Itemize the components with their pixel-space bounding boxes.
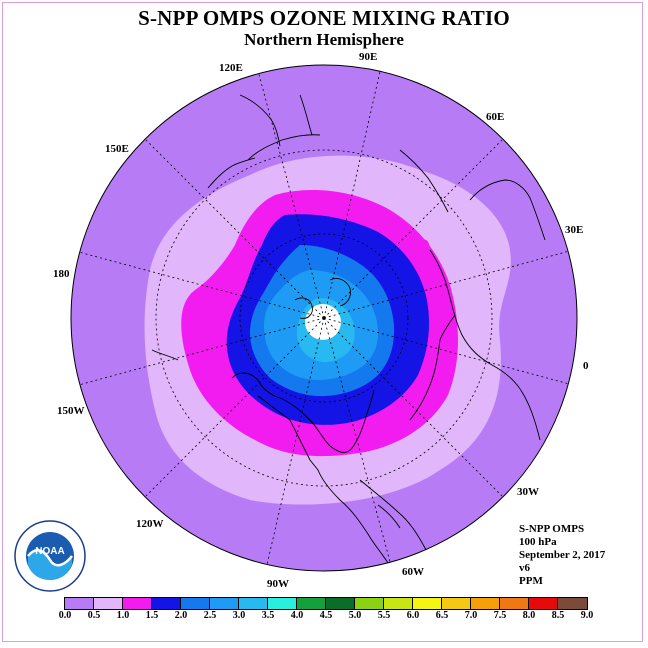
colorbar-tick-label: 9.0 [580,610,594,621]
colorbar-swatch [384,598,413,609]
lon-label-30w: 30W [517,486,539,498]
figure-frame [2,2,643,642]
product-info: S-NPP OMPS 100 hPa September 2, 2017 v6 … [519,523,605,588]
colorbar-tick-label: 3.0 [232,610,246,621]
lon-label-60w: 60W [402,566,424,578]
logo-text: NOAA [35,546,64,557]
colorbar-tick-label: 4.0 [290,610,304,621]
lon-label-60e: 60E [486,111,505,123]
colorbar-tick-label: 6.5 [435,610,449,621]
colorbar-swatch [471,598,500,609]
colorbar-tick-label: 3.5 [261,610,275,621]
colorbar-tick-label: 6.0 [406,610,420,621]
graticule [74,66,574,570]
map-subtitle: Northern Hemisphere [244,30,404,49]
coastlines [151,94,546,571]
colorbar-tick-label: 4.5 [319,610,333,621]
colorbar [64,597,588,610]
lon-label-90e: 90E [359,51,378,63]
colorbar-swatch [65,598,94,609]
map-boundary [70,64,578,572]
lon-label-0: 0 [583,360,589,372]
colorbar-swatch [123,598,152,609]
contour-2-0-island [350,400,368,416]
colorbar-swatch [152,598,181,609]
colorbar-tick-label: 2.5 [203,610,217,621]
colorbar-tick-label: 2.0 [174,610,188,621]
lon-label-150w: 150W [57,405,85,417]
lon-label-120w: 120W [136,518,164,530]
colorbar-tick-label: 5.0 [348,610,362,621]
colorbar-swatch [268,598,297,609]
colorbar-swatch [529,598,558,609]
lon-label-90w: 90W [267,578,289,590]
lon-label-150e: 150E [105,143,129,155]
colorbar-tick-label: 8.0 [522,610,536,621]
colorbar-swatch [239,598,268,609]
colorbar-swatch [442,598,471,609]
colorbar-swatch [413,598,442,609]
map-title: S-NPP OMPS OZONE MIXING RATIO [138,6,510,30]
colorbar-tick-label: 8.5 [551,610,565,621]
contour-1-5-patch [417,238,430,253]
colorbar-swatch [181,598,210,609]
colorbar-swatch [558,598,587,609]
colorbar-swatch [210,598,239,609]
colorbar-tick-label: 0.0 [58,610,72,621]
colorbar-swatch [326,598,355,609]
colorbar-swatch [355,598,384,609]
colorbar-tick-label: 1.0 [116,610,130,621]
colorbar-swatch [500,598,529,609]
lon-label-120e: 120E [219,62,243,74]
date-label: September 2, 2017 [519,549,606,561]
colorbar-tick-label: 5.5 [377,610,391,621]
instrument-label: S-NPP OMPS [519,523,585,535]
polar-no-data [305,304,341,340]
noaa-logo: NOAA [14,520,86,592]
colorbar-tick-label: 0.5 [87,610,101,621]
units-label: PPM [519,575,543,587]
colorbar-tick-label: 7.0 [464,610,478,621]
lon-label-180: 180 [53,268,70,280]
pressure-level: 100 hPa [519,536,557,548]
version-label: v6 [519,562,530,574]
colorbar-swatch [297,598,326,609]
colorbar-tick-label: 1.5 [145,610,159,621]
colorbar-tick-label: 7.5 [493,610,507,621]
colorbar-swatch [94,598,123,609]
lon-label-30e: 30E [565,224,584,236]
